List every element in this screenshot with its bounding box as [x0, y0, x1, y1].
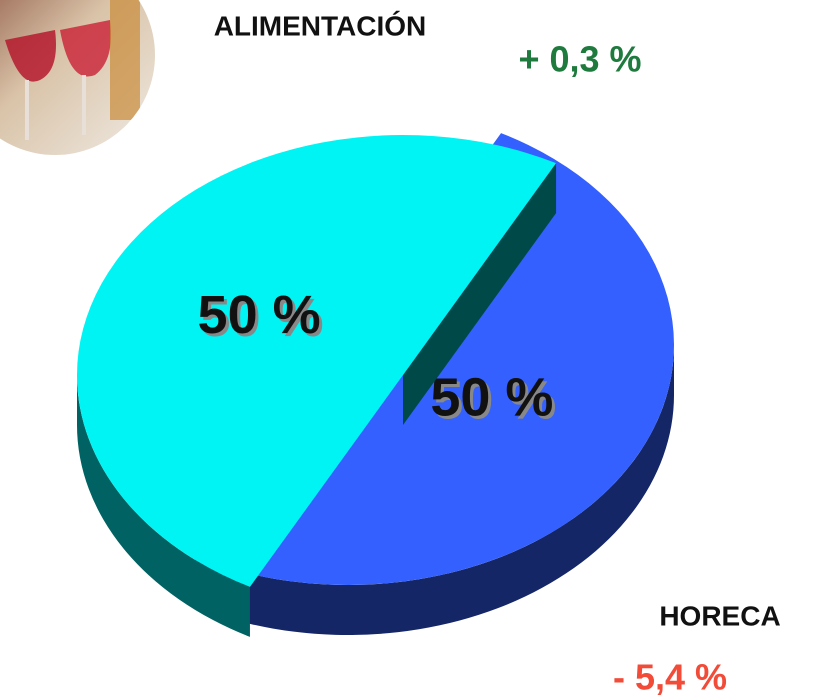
category-label: HORECA — [659, 600, 780, 631]
category-label: ALIMENTACIÓN — [214, 10, 427, 41]
change-label: + 0,3 % — [518, 39, 641, 80]
change-label: - 5,4 % — [613, 657, 727, 698]
pie: 50 %50 %50 %50 % — [77, 133, 674, 637]
value-label: 50 % — [430, 368, 553, 428]
wine-picture — [0, 0, 160, 160]
chart: 50 %50 %50 %50 % ALIMENTACIÓNHORECA+ 0,3… — [0, 0, 815, 700]
value-label: 50 % — [198, 285, 321, 345]
